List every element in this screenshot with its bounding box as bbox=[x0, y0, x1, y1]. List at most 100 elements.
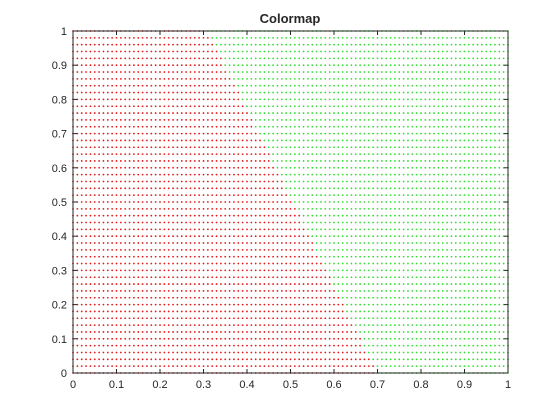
data-point bbox=[94, 187, 96, 189]
data-point bbox=[155, 256, 157, 258]
data-point bbox=[211, 187, 213, 189]
data-point bbox=[98, 324, 100, 326]
data-point bbox=[294, 112, 296, 114]
data-point bbox=[124, 153, 126, 155]
data-point bbox=[133, 85, 135, 87]
data-point bbox=[464, 263, 466, 265]
data-point bbox=[111, 283, 113, 285]
data-point bbox=[216, 331, 218, 333]
data-point bbox=[181, 146, 183, 148]
data-point bbox=[194, 51, 196, 53]
data-point bbox=[98, 160, 100, 162]
data-point bbox=[385, 270, 387, 272]
data-point bbox=[459, 140, 461, 142]
data-point bbox=[446, 140, 448, 142]
data-point bbox=[90, 194, 92, 196]
data-point bbox=[303, 133, 305, 135]
data-point bbox=[155, 201, 157, 203]
data-point bbox=[233, 37, 235, 39]
data-point bbox=[498, 338, 500, 340]
data-point bbox=[351, 345, 353, 347]
data-point bbox=[481, 270, 483, 272]
data-point bbox=[477, 324, 479, 326]
data-point bbox=[368, 256, 370, 258]
data-point bbox=[194, 263, 196, 265]
data-point bbox=[250, 71, 252, 73]
data-point bbox=[137, 133, 139, 135]
data-point bbox=[85, 64, 87, 66]
data-point bbox=[398, 44, 400, 46]
data-point bbox=[181, 270, 183, 272]
data-point bbox=[98, 126, 100, 128]
data-point bbox=[150, 208, 152, 210]
data-point bbox=[329, 235, 331, 237]
data-point bbox=[242, 51, 244, 53]
data-point bbox=[407, 263, 409, 265]
data-point bbox=[81, 242, 83, 244]
data-point bbox=[103, 270, 105, 272]
data-point bbox=[390, 358, 392, 360]
data-point bbox=[220, 119, 222, 121]
data-point bbox=[155, 235, 157, 237]
data-point bbox=[103, 146, 105, 148]
data-point bbox=[298, 201, 300, 203]
data-point bbox=[459, 352, 461, 354]
data-point bbox=[355, 174, 357, 176]
data-point bbox=[229, 249, 231, 251]
data-point bbox=[372, 311, 374, 313]
data-point bbox=[316, 174, 318, 176]
data-point bbox=[337, 133, 339, 135]
data-point bbox=[311, 331, 313, 333]
data-point bbox=[159, 276, 161, 278]
data-point bbox=[381, 194, 383, 196]
data-point bbox=[390, 215, 392, 217]
data-point bbox=[111, 85, 113, 87]
data-point bbox=[155, 331, 157, 333]
data-point bbox=[342, 126, 344, 128]
data-point bbox=[81, 208, 83, 210]
data-point bbox=[124, 270, 126, 272]
data-point bbox=[490, 105, 492, 107]
data-point bbox=[381, 160, 383, 162]
data-point bbox=[172, 208, 174, 210]
data-point bbox=[307, 365, 309, 367]
data-point bbox=[98, 338, 100, 340]
data-point bbox=[285, 358, 287, 360]
data-point bbox=[190, 208, 192, 210]
data-point bbox=[172, 331, 174, 333]
data-point bbox=[324, 283, 326, 285]
data-point bbox=[429, 242, 431, 244]
data-point bbox=[98, 276, 100, 278]
data-point bbox=[246, 78, 248, 80]
data-point bbox=[81, 290, 83, 292]
data-point bbox=[390, 44, 392, 46]
data-point bbox=[355, 249, 357, 251]
data-point bbox=[411, 174, 413, 176]
data-point bbox=[233, 304, 235, 306]
data-point bbox=[133, 92, 135, 94]
data-point bbox=[246, 235, 248, 237]
data-point bbox=[277, 85, 279, 87]
data-point bbox=[442, 338, 444, 340]
data-point bbox=[168, 44, 170, 46]
data-point bbox=[198, 242, 200, 244]
data-point bbox=[416, 85, 418, 87]
data-point bbox=[181, 304, 183, 306]
data-point bbox=[303, 208, 305, 210]
data-point bbox=[120, 37, 122, 39]
data-point bbox=[220, 92, 222, 94]
data-point bbox=[268, 85, 270, 87]
data-point bbox=[90, 297, 92, 299]
data-point bbox=[490, 85, 492, 87]
data-point bbox=[155, 263, 157, 265]
data-point bbox=[455, 51, 457, 53]
data-point bbox=[237, 85, 239, 87]
data-point bbox=[255, 187, 257, 189]
data-point bbox=[464, 153, 466, 155]
data-point bbox=[455, 242, 457, 244]
data-point bbox=[411, 153, 413, 155]
data-point bbox=[250, 181, 252, 183]
data-point bbox=[76, 160, 78, 162]
data-point bbox=[420, 297, 422, 299]
data-point bbox=[120, 44, 122, 46]
